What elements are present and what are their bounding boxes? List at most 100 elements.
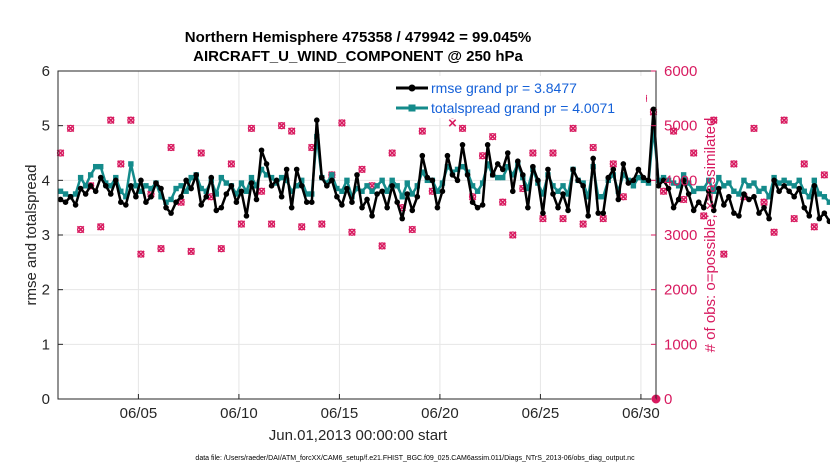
obs-assimilated-marker [358,165,366,174]
rmse-point [293,166,300,173]
rmse-point [726,193,732,200]
rmse-point [112,177,119,184]
rmse-point [545,166,551,173]
totalspread-point [369,188,375,194]
obs-possible-marker [780,116,788,124]
obs-assimilated-marker [96,223,105,231]
obs-assimilated-marker [247,124,256,133]
rmse-point [635,166,642,173]
rmse-point [213,207,220,214]
x-tick-label: 06/25 [522,405,560,422]
rmse-point [354,172,360,178]
y-tick-label: 0 [42,391,50,408]
rmse-point [359,204,365,211]
obs-assimilated-marker [297,223,306,231]
rmse-point [700,204,707,211]
rmse-point [143,199,149,205]
rmse-point [208,174,215,181]
rmse-point [138,177,144,184]
rmse-point [258,147,265,154]
totalspread-point [766,194,772,200]
rmse-point [288,204,295,211]
x-axis-label: Jun.01,2013 00:00:00 start [269,427,448,444]
rmse-point [243,213,250,219]
rmse-point [665,185,672,192]
rmse-point [57,196,64,203]
y2-tick-label: 0 [664,391,672,408]
obs-assimilated-marker [569,124,577,133]
totalspread-point [555,188,561,194]
y-tick-label: 4 [42,172,50,189]
obs-assimilated-marker [699,212,708,220]
totalspread-point [600,194,606,200]
totalspread-point [484,161,491,167]
rmse-point [82,191,89,197]
rmse-point [766,215,772,222]
obs-assimilated-marker [800,160,809,168]
obs-possible-marker [227,160,236,168]
totalspread-point [168,196,174,203]
obs-possible-marker [97,223,105,231]
obs-assimilated-marker [659,187,668,196]
rmse-point [374,191,380,197]
obs-possible-marker [358,165,366,174]
obs-possible-marker [589,143,597,152]
rmse-point [203,193,210,200]
totalspread-point [761,185,767,192]
rmse-point [655,183,662,189]
totalspread-point [444,163,451,170]
rmse-point [540,210,546,216]
obs-possible-marker [137,250,145,258]
obs-assimilated-marker [689,149,698,157]
totalspread-point [459,163,466,170]
obs-assimilated-marker [509,231,517,239]
rmse-point [339,202,345,208]
rmse-point [515,158,521,164]
obs-possible-marker [499,198,507,206]
rmse-point [771,177,777,184]
totalspread-point [283,177,290,184]
totalspread-point [133,183,139,189]
obs-assimilated-marker [378,242,386,250]
rmse-point [570,166,576,173]
obs-possible-marker [318,220,326,228]
rmse-point [595,210,602,216]
rmse-point [670,204,677,211]
legend-spread-marker [408,104,416,112]
totalspread-point [98,163,104,170]
rmse-point [424,174,431,181]
legend: rmse grand pr = 3.8477 totalspread grand… [392,76,646,118]
rmse-point [77,185,84,192]
totalspread-point [213,191,219,197]
totalspread-point [329,172,335,178]
obs-possible-marker [750,124,758,133]
totalspread-point [540,191,546,197]
y2-tick-label: 1000 [664,336,697,353]
totalspread-point [293,183,300,189]
rmse-point [590,155,596,162]
totalspread-point [685,180,692,186]
obs-assimilated-marker [217,244,226,253]
totalspread-point [409,191,415,197]
obs-possible-marker [489,132,497,141]
totalspread-point [203,188,209,194]
totalspread-point [696,185,702,192]
totalspread-point [776,180,782,186]
obs-assimilated-marker [498,198,507,206]
totalspread-point [183,188,189,194]
y-tick-label: 3 [42,227,50,244]
rmse-point [123,202,129,208]
rmse-point [801,204,808,211]
rmse-point [344,185,350,192]
rmse-point [278,193,285,200]
totalspread-point [620,172,627,178]
totalspread-point [701,185,707,192]
rmse-point [509,188,516,195]
totalspread-point [384,188,390,194]
obs-assimilated-marker [338,119,346,127]
obs-possible-marker [559,214,567,223]
rmse-point [575,177,581,184]
totalspread-point [726,180,732,186]
legend-box [392,76,646,118]
